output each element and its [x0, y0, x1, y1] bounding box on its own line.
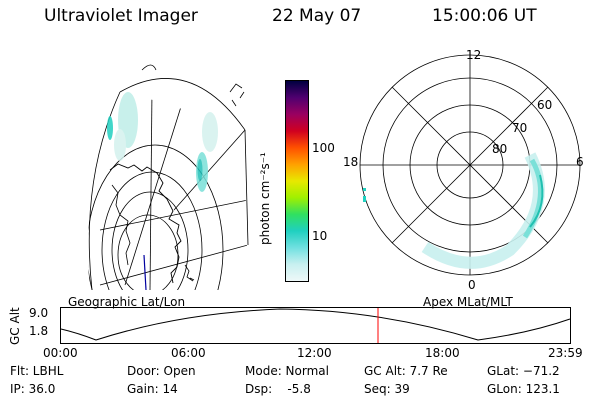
info-flt: Flt: LBHL — [10, 364, 64, 378]
info-door: Door: Open — [127, 364, 196, 378]
info-seq: Seq: 39 — [364, 382, 410, 396]
info-glon: GLon: 123.1 — [487, 382, 560, 396]
mlt-label-12: 12 — [466, 48, 482, 62]
lat-label-80: 80 — [492, 142, 508, 156]
coastline — [109, 163, 182, 284]
info-gain: Gain: 14 — [127, 382, 178, 396]
geographic-map — [88, 64, 249, 291]
altitude-xtick-1: 06:00 — [171, 346, 206, 360]
mlt-label-6: 6 — [576, 155, 584, 169]
info-glat: GLat: −71.2 — [487, 364, 560, 378]
lat-label-70: 70 — [512, 121, 528, 135]
info-dsp: Dsp: -5.8 — [245, 382, 311, 396]
altitude-xtick-3: 18:00 — [425, 346, 460, 360]
instrument-title: Ultraviolet Imager — [44, 6, 198, 26]
altitude-ytick-9: 9.0 — [29, 306, 49, 320]
info-gc-alt: GC Alt: 7.7 Re — [364, 364, 448, 378]
time-label: 15:00:06 UT — [432, 6, 537, 26]
info-ip: IP: 36.0 — [10, 382, 56, 396]
colorbar-label: photon cm⁻²s⁻¹ — [258, 152, 272, 245]
colorbar-tick-10: 10 — [312, 229, 328, 243]
mlt-label-18: 18 — [343, 155, 359, 169]
altitude-curve — [60, 308, 571, 341]
date-label: 22 May 07 — [272, 6, 362, 26]
left-boundary — [119, 78, 246, 131]
lat-label-60: 60 — [537, 98, 553, 112]
colorbar-tick-100: 100 — [312, 141, 335, 155]
mlt-label-0: 0 — [468, 278, 476, 292]
geographic-label: Geographic Lat/Lon — [68, 295, 186, 309]
colorbar — [285, 80, 309, 282]
altitude-ylabel: GC Alt — [8, 307, 22, 345]
polar-plot — [359, 54, 581, 276]
info-mode: Mode: Normal — [245, 364, 329, 378]
apex-label: Apex MLat/MLT — [423, 295, 513, 309]
altitude-xtick-0: 00:00 — [43, 346, 78, 360]
altitude-xtick-2: 12:00 — [297, 346, 332, 360]
altitude-xtick-4: 23:59 — [548, 346, 583, 360]
altitude-plot — [60, 307, 571, 344]
altitude-ytick-1.8: 1.8 — [29, 324, 49, 338]
